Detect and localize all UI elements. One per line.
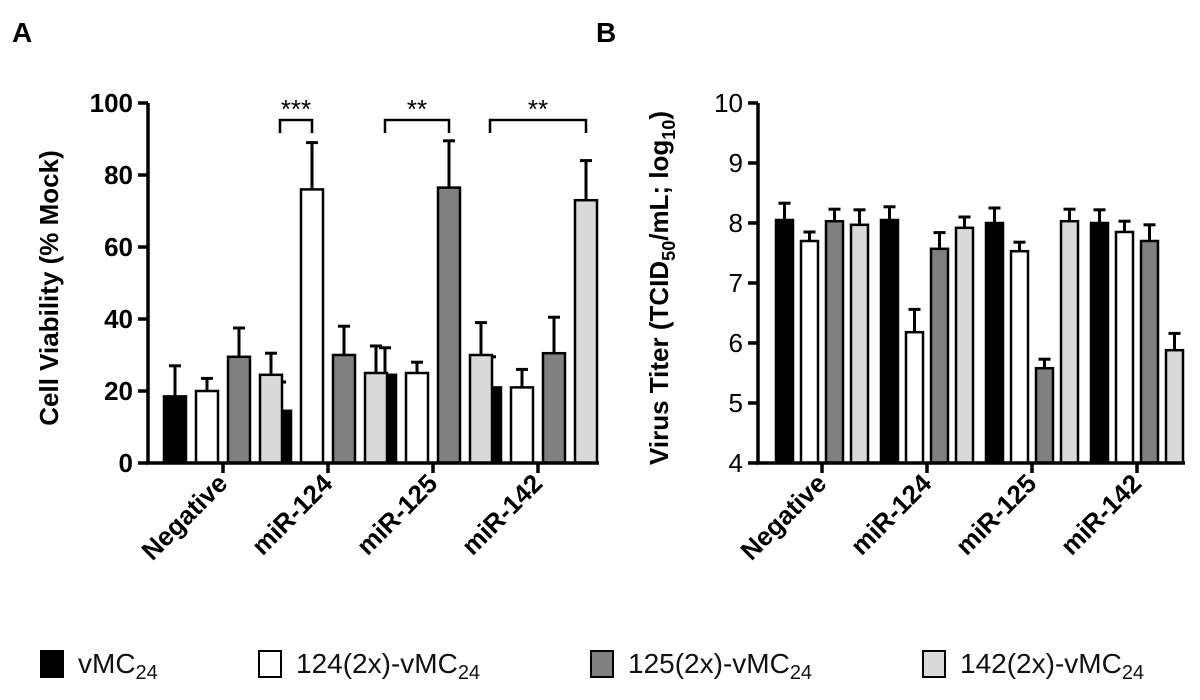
bar (258, 373, 284, 465)
y-tick-label: 20 (104, 376, 133, 406)
x-tick-label: Negative (734, 468, 832, 566)
y-tick-label: 4 (729, 448, 743, 478)
bar (1034, 366, 1055, 465)
legend-label-subscript: 24 (457, 662, 481, 684)
bar (1164, 348, 1185, 465)
y-axis-label-part: /mL; log (644, 140, 674, 241)
legend-label-base: 124(2x)-vMC (296, 648, 458, 679)
significance-bracket (278, 118, 314, 133)
legend-item: 142(2x)-vMC24 (922, 648, 1144, 683)
chart-panel-b: 4 5 6 7 8 9 10 Negative miR-124 miR-125 miR-142 Vir… (644, 88, 1185, 566)
y-axis-label: Cell Viability (% Mock) (34, 150, 64, 425)
bar (331, 353, 357, 465)
x-tick-label: miR-142 (456, 468, 549, 561)
legend-item: 125(2x)-vMC24 (590, 648, 812, 683)
y-tick-label: 7 (729, 268, 743, 298)
x-tick-label: miR-125 (950, 468, 1043, 561)
bar (468, 353, 494, 465)
legend-item: 124(2x)-vMC24 (258, 648, 480, 683)
y-axis-label: Virus Titer (TCID50/mL; log10) (644, 111, 679, 465)
bar (509, 386, 535, 465)
y-tick-label: 5 (729, 388, 743, 418)
y-axis-label-part: ) (644, 111, 674, 120)
bar (436, 186, 462, 465)
bar (824, 219, 845, 465)
bar (904, 330, 925, 465)
bar (541, 351, 567, 465)
significance-bracket (383, 118, 451, 133)
y-tick-label: 100 (90, 88, 133, 118)
y-tick-label: 9 (729, 148, 743, 178)
legend-label: vMC24 (78, 648, 158, 683)
legend-swatch (922, 650, 946, 678)
legend-label: 124(2x)-vMC24 (296, 648, 480, 683)
bar (954, 226, 975, 465)
x-tick-label: miR-142 (1055, 468, 1148, 561)
bar (984, 221, 1005, 465)
legend-swatch (40, 650, 64, 678)
panel-letter-a: A (12, 17, 32, 48)
bar (774, 218, 795, 465)
legend-label-base: 125(2x)-vMC (628, 648, 790, 679)
bar (929, 247, 950, 465)
legend-label: 142(2x)-vMC24 (960, 648, 1144, 683)
significance-stars: ** (407, 94, 427, 124)
bar (299, 188, 325, 465)
legend-label-base: vMC (78, 648, 136, 679)
bar (194, 389, 220, 465)
y-tick-label: 60 (104, 232, 133, 262)
legend-swatch (258, 650, 282, 678)
bar (363, 371, 389, 465)
significance-bracket (488, 118, 588, 133)
panel-letter-b: B (596, 17, 616, 48)
x-tick-label: miR-124 (845, 468, 938, 561)
legend-item: vMC24 (40, 648, 158, 683)
legend: vMC24 124(2x)-vMC24 125(2x)-vMC24 142(2x)-v… (0, 640, 1200, 690)
bar (573, 198, 599, 465)
y-tick-label: 8 (729, 208, 743, 238)
bar (1114, 230, 1135, 465)
bar (879, 218, 900, 465)
legend-swatch (590, 650, 614, 678)
bar (1059, 219, 1080, 465)
bar (1009, 249, 1030, 465)
legend-label-subscript: 24 (789, 662, 813, 684)
bar (162, 395, 188, 465)
bar (799, 239, 820, 465)
bar (226, 355, 252, 465)
y-axis-label-part: 10 (659, 120, 679, 140)
bar (849, 223, 870, 465)
y-tick-label: 80 (104, 160, 133, 190)
y-tick-label: 6 (729, 328, 743, 358)
legend-label: 125(2x)-vMC24 (628, 648, 812, 683)
legend-label-base: 142(2x)-vMC (960, 648, 1122, 679)
x-tick-label: miR-125 (351, 468, 444, 561)
x-tick-label: Negative (135, 468, 233, 566)
bar (1139, 239, 1160, 465)
legend-label-subscript: 24 (1121, 662, 1145, 684)
x-tick-label: miR-124 (246, 468, 339, 561)
bar (1089, 221, 1110, 465)
y-axis-label-part: 50 (659, 241, 679, 261)
y-tick-label: 10 (714, 88, 743, 118)
chart-panel-a: 0 20 40 60 80 100 Negative miR-124 miR-125 miR-14… (34, 88, 599, 566)
y-axis-label-part: Virus Titer (TCID (644, 261, 674, 465)
significance-stars: *** (281, 94, 311, 124)
legend-label-subscript: 24 (135, 662, 158, 684)
bar (404, 371, 430, 465)
significance-stars: ** (528, 94, 548, 124)
y-tick-label: 40 (104, 304, 133, 334)
y-tick-label: 0 (119, 448, 133, 478)
